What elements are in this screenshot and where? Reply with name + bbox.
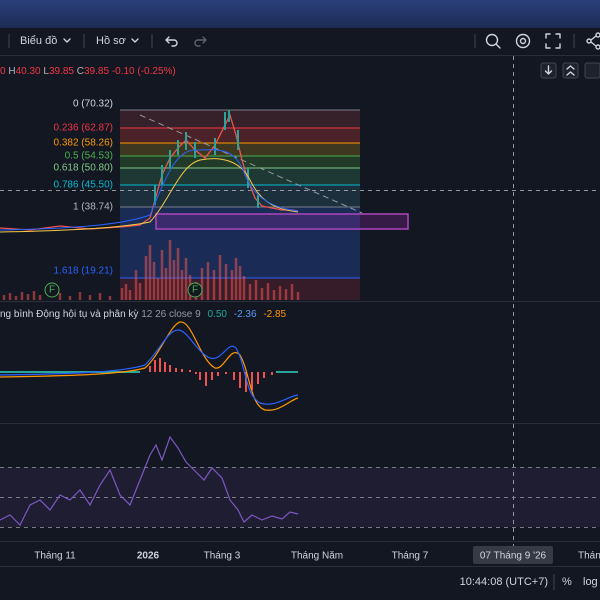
percent-toggle[interactable]: % [562,576,572,588]
fullscreen-button[interactable] [545,33,561,49]
indicator-value: -2.85 [263,309,286,320]
ohlc-legend: 0 H40.30 L39.85 C39.85 -0.10 (-0.25%) [0,66,176,77]
low-value: 39.85 [49,66,74,77]
time-axis-label: Tháng 7 [392,551,429,562]
open-value: 0 [0,66,6,77]
quick-search-button[interactable] [485,33,501,49]
event-marker[interactable] [187,282,203,298]
close-value: 39.85 [84,66,109,77]
moving-average [0,149,299,231]
chevron[interactable] [131,38,139,43]
event-marker-label: F [49,285,55,296]
crosshair-date-badge [473,546,553,564]
fib-level-label: 0.5 (54.53) [65,151,113,162]
high-label: H [8,66,15,77]
log-toggle[interactable]: log [583,576,598,588]
fib-level-label: 0.382 (58.26) [54,138,114,149]
chart-menu[interactable]: Biểu đồ [20,35,57,47]
crosshair-date: 07 Tháng 9 '26 [480,551,547,562]
signal-line [0,321,299,411]
moving-average [0,158,299,233]
macd-legend: ng bình Động hội tụ và phân kỳ 12 26 clo… [0,309,287,320]
change-value: -0.10 (-0.25%) [112,66,176,77]
fib-level-label: 0.618 (50.80) [54,163,114,174]
high-value: 40.30 [16,66,41,77]
fib-level-label: 0 (70.32) [73,99,113,110]
time-axis-label: Tháng 3 [204,551,241,562]
low-label: L [43,66,49,77]
toolbar [0,28,600,55]
time-axis-label: 2026 [137,551,160,562]
scale-buttons[interactable] [540,62,600,79]
price-candles [0,113,299,231]
rectangle-drawing[interactable] [155,213,409,230]
chevron[interactable] [63,38,71,43]
indicator-value: 0.50 [208,309,228,320]
undo-button[interactable] [165,36,178,47]
profile-menu[interactable]: Hồ sơ [96,35,126,47]
window-bar [0,0,600,28]
fib-level-label: 1.618 (19.21) [54,266,114,277]
rsi-levels [0,467,600,528]
indicator-value: -2.36 [234,309,257,320]
settings-button[interactable] [515,33,531,49]
time-axis-label: Tháng 11 [34,551,76,562]
fib-level-label: 0.236 (62.87) [54,123,114,134]
close-label: C [77,66,84,77]
rsi-line [0,435,299,527]
time-axis-label: Tháng Năm [291,551,343,562]
volume-bars [2,240,300,300]
macd-line [0,329,299,405]
macd-histogram [149,358,273,392]
share-button[interactable] [586,32,600,50]
indicator-params: 12 26 close 9 [141,309,201,320]
indicator-name: ng bình Động hội tụ và phân kỳ [0,309,138,320]
time-axis-label: Tháng [578,551,600,562]
clock: 10:44:08 (UTC+7) [460,576,548,588]
fib-level-label: 1 (38.74) [73,202,113,213]
redo-button[interactable] [194,36,207,47]
fib-level-label: 0.786 (45.50) [54,180,114,191]
event-marker[interactable] [44,282,60,298]
event-marker-label: F [192,285,198,296]
